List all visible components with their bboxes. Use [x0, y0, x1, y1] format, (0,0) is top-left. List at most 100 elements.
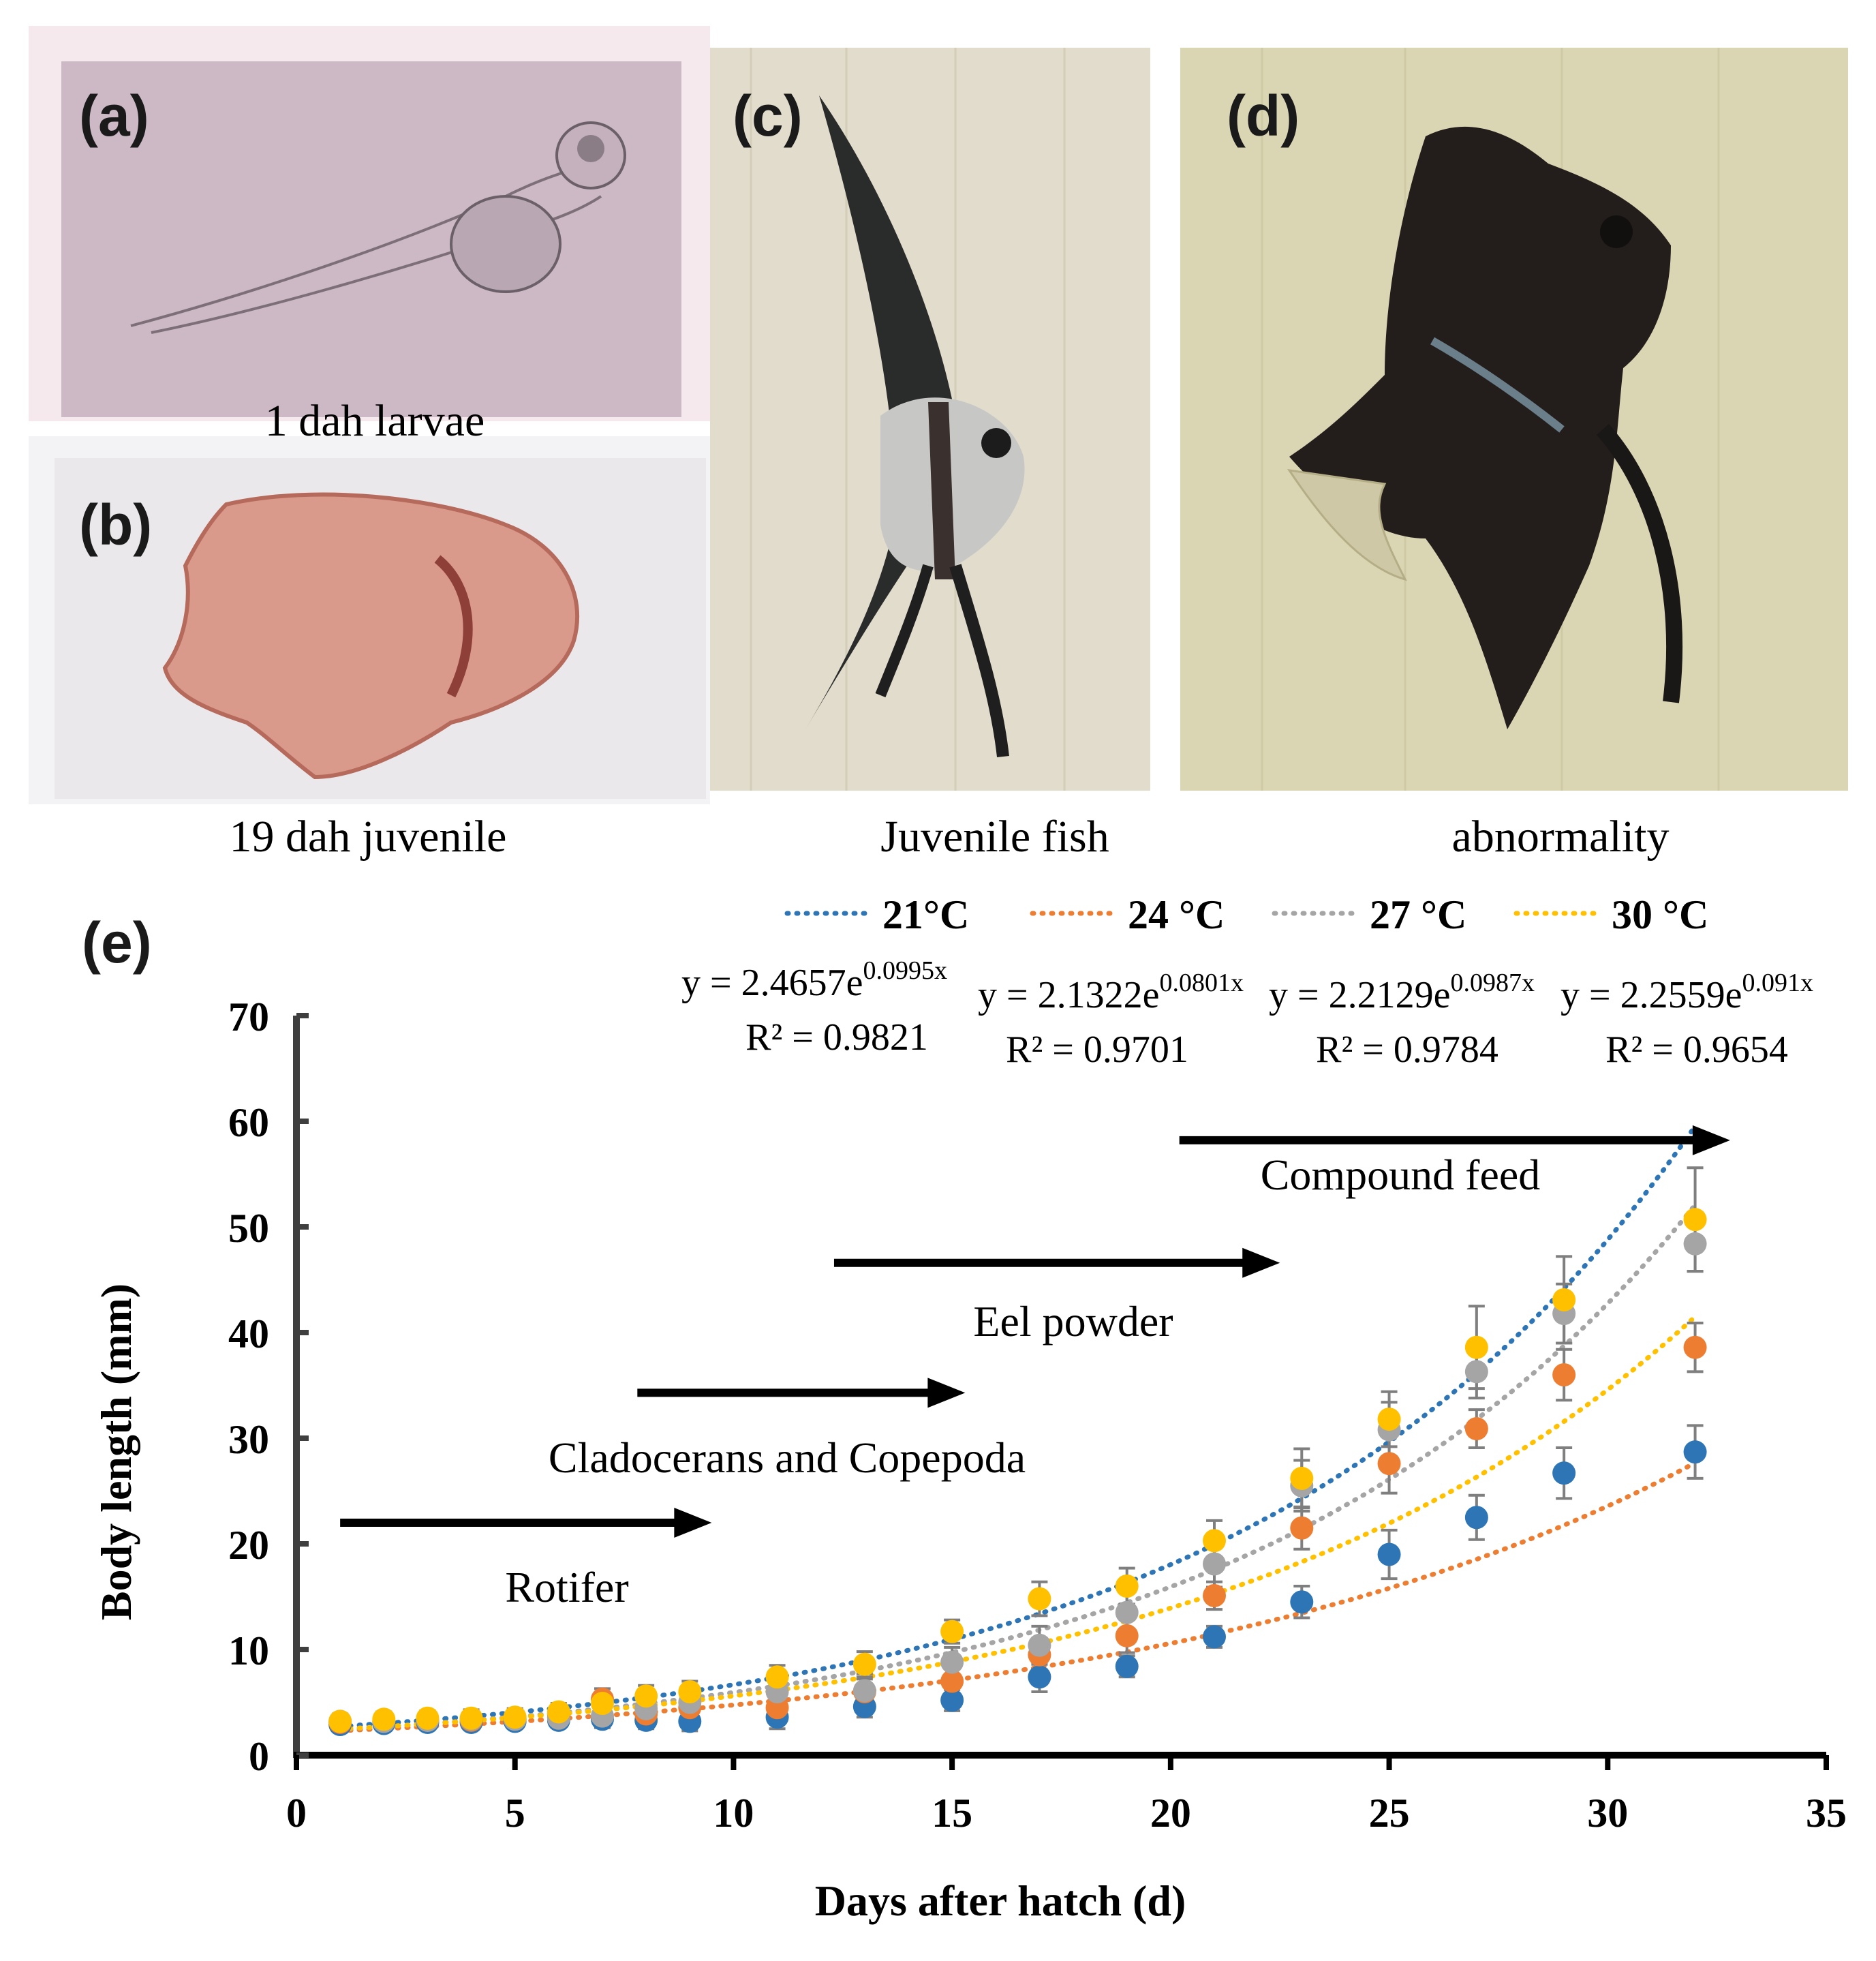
feeding-label: Rotifer: [505, 1563, 628, 1611]
y-tick-label: 40: [228, 1311, 269, 1356]
x-tick-label: 35: [1806, 1791, 1847, 1836]
photo-c-juvenile-fish: [710, 48, 1150, 791]
r-squared-2: R² = 0.9701: [1006, 1029, 1188, 1071]
feeding-label: Cladocerans and Copepoda: [549, 1433, 1026, 1482]
data-point-series-4: [1683, 1208, 1707, 1232]
data-point-series-4: [940, 1620, 964, 1643]
data-point-series-2: [940, 1669, 964, 1693]
y-axis-title: Body length (mm): [92, 1283, 140, 1620]
data-point-series-4: [416, 1706, 440, 1730]
legend-label-3: 27 °C: [1370, 892, 1466, 937]
caption-d: abnormality: [1451, 812, 1670, 862]
data-point-series-3: [1115, 1600, 1139, 1624]
data-point-series-4: [1115, 1575, 1139, 1598]
feeding-arrow-head: [927, 1378, 966, 1408]
data-point-series-4: [328, 1709, 352, 1733]
data-point-series-1: [1115, 1654, 1139, 1678]
data-point-series-3: [1203, 1552, 1226, 1576]
data-point-series-3: [1683, 1232, 1707, 1256]
x-tick-label: 0: [286, 1791, 307, 1836]
data-point-series-1: [940, 1688, 964, 1712]
data-point-series-4: [459, 1706, 483, 1730]
data-point-series-4: [678, 1680, 702, 1703]
data-point-series-4: [765, 1665, 789, 1689]
equation-1: y = 2.4657e0.0995x: [681, 956, 947, 1004]
x-axis-title: Days after hatch (d): [815, 1876, 1186, 1925]
data-points: [328, 1208, 1707, 1737]
data-point-series-2: [1290, 1516, 1314, 1540]
y-tick-label: 60: [228, 1100, 269, 1145]
equation-3: y = 2.2129e0.0987x: [1269, 969, 1535, 1016]
trendline-equations: y = 2.4657e0.0995x R² = 0.9821 y = 2.1322e…: [681, 956, 1813, 1071]
r-squared-1: R² = 0.9821: [745, 1016, 928, 1059]
equation-2: y = 2.1322e0.0801x: [978, 969, 1244, 1016]
data-point-series-4: [547, 1700, 570, 1724]
caption-c: Juvenile fish: [880, 812, 1109, 862]
feeding-arrow-head: [1692, 1125, 1730, 1155]
panel-label-e: (e): [82, 911, 152, 975]
panel-label-a: (a): [79, 84, 149, 148]
legend-label-2: 24 °C: [1128, 892, 1225, 937]
photo-d-abnormality: [1180, 48, 1848, 791]
panel-label-c: (c): [733, 84, 803, 148]
y-tick-label: 20: [228, 1523, 269, 1568]
data-point-series-4: [1203, 1529, 1226, 1553]
feeding-label: Eel powder: [973, 1297, 1173, 1346]
data-point-series-3: [1028, 1633, 1051, 1657]
data-point-series-1: [1683, 1440, 1707, 1464]
data-point-series-4: [634, 1684, 658, 1708]
data-point-series-2: [1464, 1417, 1488, 1441]
data-point-series-3: [852, 1679, 876, 1703]
y-tick-label: 30: [228, 1417, 269, 1462]
x-tick-label: 25: [1369, 1791, 1410, 1836]
trendline-3: [337, 1202, 1698, 1732]
data-point-series-1: [1203, 1625, 1226, 1649]
trendlines: [337, 1123, 1698, 1733]
x-tick-label: 15: [932, 1791, 972, 1836]
data-point-series-3: [1464, 1360, 1488, 1384]
legend-label-4: 30 °C: [1612, 892, 1708, 937]
r-squared-3: R² = 0.9784: [1316, 1029, 1498, 1071]
data-point-series-2: [1115, 1624, 1139, 1647]
x-tick-label: 10: [713, 1791, 754, 1836]
y-tick-label: 50: [228, 1206, 269, 1251]
data-point-series-1: [1377, 1542, 1401, 1566]
chart-axes: 0 10 20 30 40 50 60 70 0 5 10 15 20 25 30 35: [228, 994, 1847, 1836]
data-point-series-4: [1290, 1466, 1314, 1490]
data-point-series-3: [940, 1650, 964, 1674]
x-tick-label: 5: [505, 1791, 525, 1836]
y-tick-label: 70: [228, 994, 269, 1039]
photo-b-juvenile: [29, 436, 710, 804]
chart-legend: 21°C 24 °C 27 °C 30 °C: [784, 892, 1708, 937]
data-point-series-4: [1552, 1288, 1576, 1311]
data-point-series-2: [765, 1696, 789, 1720]
data-point-series-4: [503, 1705, 527, 1729]
data-point-series-2: [1377, 1452, 1401, 1476]
data-point-series-1: [1552, 1461, 1576, 1485]
data-point-series-1: [1464, 1506, 1488, 1530]
feeding-label: Compound feed: [1261, 1151, 1541, 1199]
data-point-series-4: [1464, 1335, 1488, 1359]
photo-a-larvae: [29, 26, 710, 421]
feeding-annotations: Rotifer Cladocerans and Copepoda Eel powde…: [340, 1125, 1730, 1611]
data-point-series-1: [1028, 1665, 1051, 1689]
x-tick-label: 20: [1150, 1791, 1191, 1836]
data-point-series-2: [1203, 1583, 1226, 1607]
legend-label-1: 21°C: [882, 892, 969, 937]
data-point-series-2: [1683, 1335, 1707, 1359]
data-point-series-4: [591, 1692, 614, 1716]
data-point-series-4: [1028, 1587, 1051, 1611]
trendline-2: [337, 1460, 1698, 1733]
y-tick-label: 10: [228, 1628, 269, 1673]
y-tick-label: 0: [249, 1734, 269, 1779]
caption-b: 19 dah juvenile: [229, 812, 507, 862]
data-point-series-4: [852, 1652, 876, 1676]
r-squared-4: R² = 0.9654: [1605, 1029, 1788, 1071]
panel-label-b: (b): [79, 493, 153, 557]
panel-label-d: (d): [1227, 84, 1300, 148]
feeding-arrow-head: [1242, 1247, 1280, 1278]
equation-4: y = 2.2559e0.091x: [1560, 969, 1813, 1016]
data-point-series-2: [1552, 1363, 1576, 1386]
